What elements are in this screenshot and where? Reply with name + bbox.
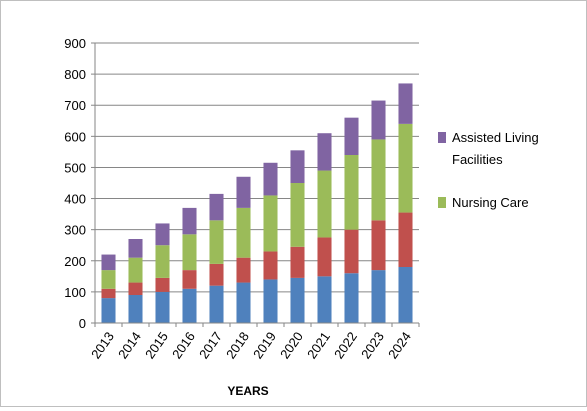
y-tick-label: 0	[79, 316, 86, 331]
bar-segment-2014-series-2	[128, 257, 143, 283]
x-tick-label: 2021	[304, 329, 333, 361]
bar-segment-2014-series-1	[128, 282, 143, 295]
bar-segment-2024-series-2	[398, 123, 413, 213]
x-tick-label: 2017	[196, 329, 225, 361]
bar-segment-2018-series-2	[236, 207, 251, 258]
x-tick-label: 2015	[142, 329, 171, 361]
bar-segment-2023-series-2	[371, 139, 386, 221]
y-tick-label: 500	[64, 160, 86, 175]
y-tick-labels: 0 100 200 300 400 500 600 700 800 900	[64, 36, 86, 331]
bar-segment-2019-series-2	[263, 195, 278, 252]
x-tick-label: 2024	[385, 329, 414, 361]
bar-segment-2015-series-0	[155, 291, 170, 323]
y-tick-label: 200	[64, 254, 86, 269]
bar-segment-2018-series-1	[236, 257, 251, 283]
x-tick-label: 2020	[277, 329, 306, 361]
bar-segment-2020-series-1	[290, 246, 305, 278]
bar-segment-2023-series-0	[371, 270, 386, 323]
bar-segment-2014-series-0	[128, 295, 143, 323]
bar-segment-2022-series-2	[344, 155, 359, 230]
bar-segment-2020-series-2	[290, 183, 305, 247]
bar-segment-2015-series-2	[155, 245, 170, 278]
x-tick-labels: 2013201420152016201720182019202020212022…	[88, 329, 414, 361]
x-tick-label: 2022	[331, 329, 360, 361]
legend: Assisted Living Facilities Nursing Care	[438, 130, 539, 210]
bar-segment-2016-series-3	[182, 207, 197, 235]
bar-segment-2021-series-1	[317, 237, 332, 277]
y-tick-label: 300	[64, 223, 86, 238]
x-tick-label: 2016	[169, 329, 198, 361]
legend-label: Assisted Living	[452, 130, 539, 145]
bar-segment-2017-series-0	[209, 285, 224, 323]
bar-segment-2024-series-1	[398, 212, 413, 267]
bar-segment-2024-series-3	[398, 83, 413, 124]
legend-label: Nursing Care	[452, 195, 529, 210]
bar-segment-2022-series-1	[344, 229, 359, 274]
bar-segment-2023-series-1	[371, 220, 386, 271]
bars	[101, 83, 413, 323]
x-tick-label: 2019	[250, 329, 279, 361]
legend-swatch	[438, 197, 446, 208]
bar-segment-2013-series-2	[101, 270, 116, 289]
bar-segment-2015-series-1	[155, 277, 170, 292]
legend-label: Facilities	[452, 152, 503, 167]
bar-segment-2017-series-2	[209, 220, 224, 264]
y-tick-label: 600	[64, 129, 86, 144]
axes	[91, 42, 420, 327]
bar-segment-2019-series-3	[263, 162, 278, 196]
bar-segment-2019-series-0	[263, 279, 278, 323]
legend-swatch	[438, 132, 446, 143]
bar-segment-2018-series-3	[236, 176, 251, 208]
x-tick-label: 2018	[223, 329, 252, 361]
bar-segment-2014-series-3	[128, 239, 143, 258]
bar-segment-2021-series-3	[317, 133, 332, 171]
bar-segment-2016-series-2	[182, 234, 197, 271]
bar-segment-2019-series-1	[263, 251, 278, 280]
y-tick-label: 700	[64, 98, 86, 113]
bar-segment-2013-series-1	[101, 288, 116, 299]
bar-segment-2022-series-0	[344, 273, 359, 323]
bar-segment-2016-series-1	[182, 270, 197, 289]
bar-segment-2022-series-3	[344, 117, 359, 155]
x-axis-title: YEARS	[227, 384, 268, 398]
gridlines	[95, 42, 419, 293]
bar-segment-2017-series-3	[209, 193, 224, 221]
bar-segment-2020-series-0	[290, 277, 305, 323]
bar-segment-2023-series-3	[371, 100, 386, 140]
bar-segment-2021-series-0	[317, 276, 332, 323]
bar-segment-2013-series-0	[101, 298, 116, 323]
bar-segment-2020-series-3	[290, 150, 305, 183]
x-tick-label: 2014	[115, 329, 144, 361]
x-tick-label: 2023	[358, 329, 387, 361]
y-tick-label: 400	[64, 192, 86, 207]
bar-segment-2015-series-3	[155, 223, 170, 246]
bar-segment-2016-series-0	[182, 288, 197, 323]
y-tick-label: 100	[64, 285, 86, 300]
y-tick-label: 800	[64, 67, 86, 82]
bar-segment-2017-series-1	[209, 263, 224, 286]
x-tick-label: 2013	[88, 329, 117, 361]
bar-segment-2024-series-0	[398, 267, 413, 323]
y-tick-label: 900	[64, 36, 86, 51]
bar-segment-2018-series-0	[236, 282, 251, 323]
bar-segment-2013-series-3	[101, 254, 116, 271]
bar-segment-2021-series-2	[317, 170, 332, 238]
